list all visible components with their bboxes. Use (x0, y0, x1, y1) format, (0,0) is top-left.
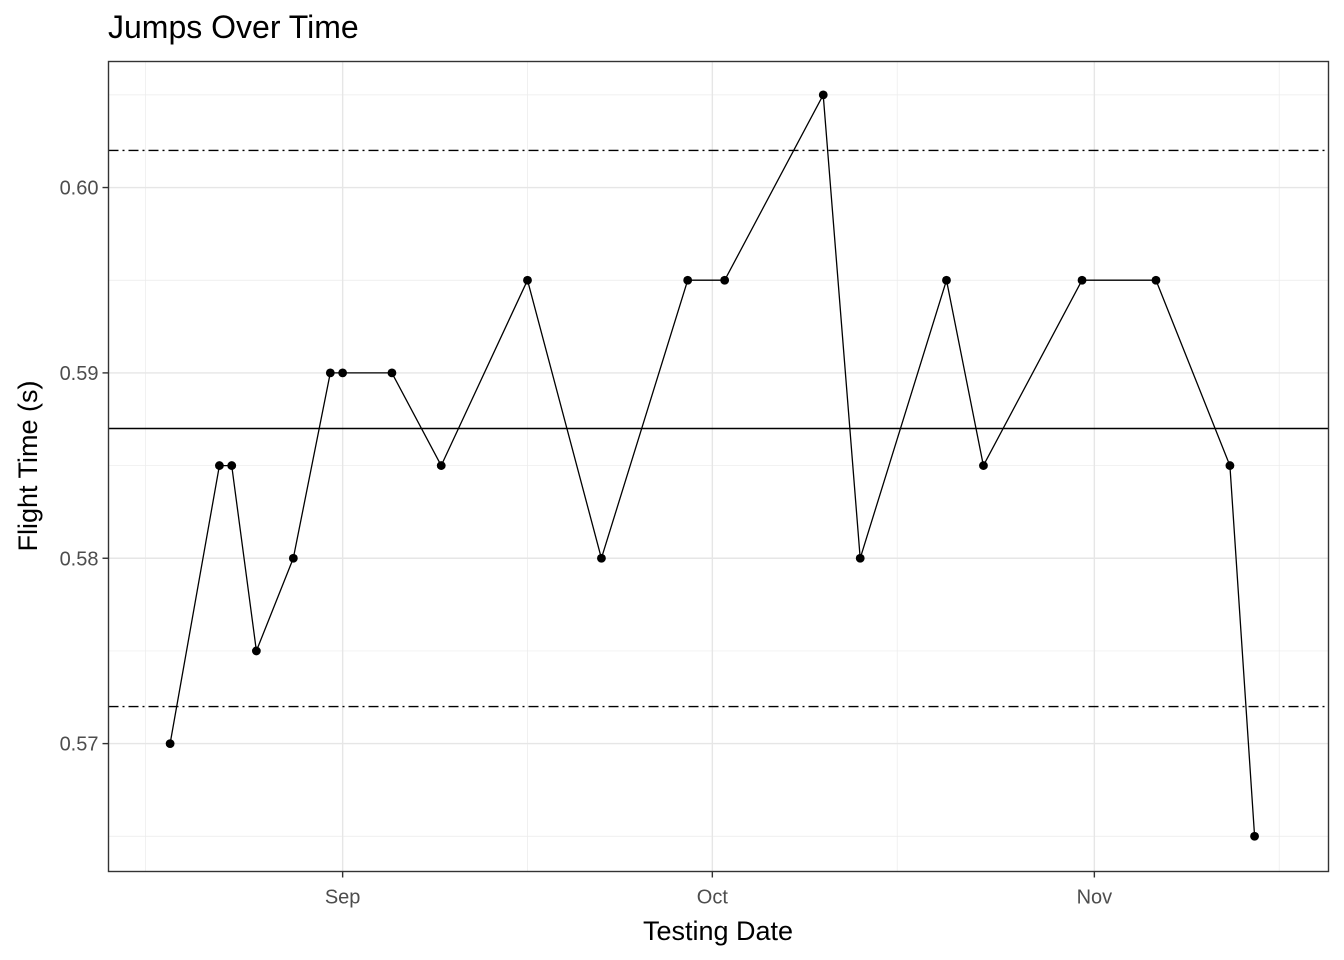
y-axis-title: Flight Time (s) (13, 380, 43, 551)
data-point (979, 461, 988, 470)
data-point (818, 90, 828, 100)
data-point (227, 461, 237, 470)
series-points (165, 90, 1259, 841)
y-axis-ticks: 0.57 0.58 0.59 0.60 (60, 178, 109, 756)
reference-lines (108, 149, 1329, 708)
data-point (1151, 275, 1161, 285)
data-point (523, 275, 532, 285)
chart-title: Jumps Over Time (108, 9, 359, 45)
data-point (855, 553, 865, 563)
panel-border (107, 60, 1330, 873)
x-tick-label: Oct (697, 887, 729, 909)
data-point (165, 739, 175, 749)
data-point (288, 553, 298, 563)
x-axis-title: Testing Date (643, 916, 793, 946)
data-point (720, 275, 730, 285)
data-point (1077, 275, 1087, 285)
data-point (942, 275, 951, 285)
data-point (1225, 461, 1235, 470)
data-point (436, 461, 446, 470)
data-point (387, 368, 397, 378)
x-tick-label: Nov (1077, 887, 1113, 909)
data-point (683, 275, 693, 285)
y-tick-label: 0.59 (60, 363, 99, 385)
y-tick-label: 0.57 (60, 734, 99, 756)
data-point (597, 553, 606, 563)
data-point (338, 368, 348, 378)
x-tick-label: Sep (325, 887, 361, 909)
x-axis-ticks: Sep Oct Nov (325, 871, 1113, 909)
panel-background (108, 61, 1329, 872)
data-point (325, 368, 335, 378)
major-gridlines (108, 61, 1329, 872)
data-point (1250, 831, 1259, 841)
y-tick-label: 0.58 (60, 548, 99, 570)
data-point (215, 461, 224, 470)
y-tick-label: 0.60 (60, 178, 99, 200)
data-point (251, 646, 261, 656)
